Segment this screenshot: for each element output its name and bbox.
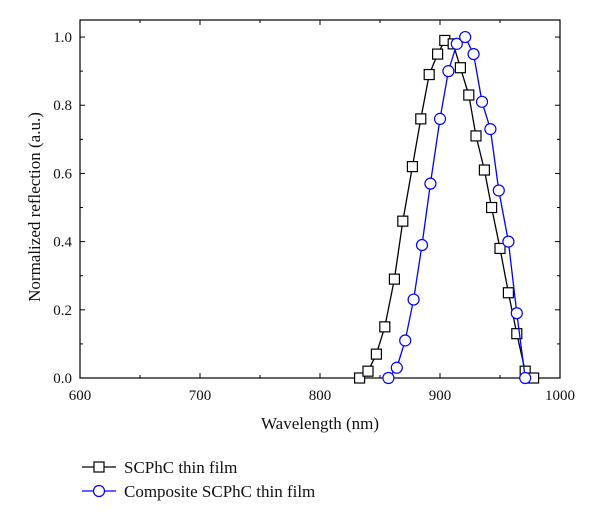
data-point xyxy=(354,372,366,384)
data-point xyxy=(423,68,435,81)
legend-label: SCPhC thin film xyxy=(124,458,237,477)
data-point xyxy=(486,201,498,214)
legend-item: Composite SCPhC thin film xyxy=(82,482,315,501)
series-1 xyxy=(354,34,540,384)
data-point xyxy=(379,321,391,333)
data-point xyxy=(519,371,532,385)
data-point xyxy=(399,334,412,347)
y-axis-title: Normalized reflection (a.u.) xyxy=(25,112,44,302)
data-point xyxy=(388,273,400,285)
y-tick-label: 1.0 xyxy=(53,30,72,46)
data-point xyxy=(511,328,523,340)
data-point xyxy=(442,65,455,78)
data-point xyxy=(362,365,374,377)
data-point xyxy=(492,184,505,197)
legend-label: Composite SCPhC thin film xyxy=(124,482,315,501)
series-2 xyxy=(382,30,532,385)
data-point xyxy=(510,307,523,320)
data-point xyxy=(454,62,466,74)
data-point xyxy=(406,161,418,173)
y-tick-label: 0.0 xyxy=(53,371,72,387)
legend-swatch-marker xyxy=(92,484,106,498)
x-tick-label: 1000 xyxy=(545,388,575,404)
data-point xyxy=(475,95,489,108)
series-line xyxy=(387,35,526,379)
data-point xyxy=(407,293,420,306)
data-point xyxy=(463,89,475,101)
y-tick-label: 0.4 xyxy=(53,235,72,251)
data-point xyxy=(470,130,482,142)
x-tick-label: 800 xyxy=(309,388,332,404)
y-tick-label: 0.2 xyxy=(53,303,72,319)
axes: 600 700 800 900 1000 0.0 0.2 0.4 0.6 0.8 1.0 xyxy=(53,19,575,404)
legend: SCPhC thin film Composite SCPhC thin film xyxy=(82,458,315,501)
legend-swatch-marker xyxy=(93,461,105,473)
legend-item: SCPhC thin film xyxy=(82,458,237,477)
data-point xyxy=(415,238,429,252)
x-tick-label: 600 xyxy=(69,388,92,404)
data-point xyxy=(494,242,506,255)
x-tick-label: 700 xyxy=(189,388,212,404)
data-point xyxy=(424,177,437,190)
data-point xyxy=(432,48,444,60)
data-point xyxy=(484,123,497,136)
data-point xyxy=(502,235,515,248)
series-layer xyxy=(354,30,540,385)
y-tick-label: 0.8 xyxy=(53,98,72,114)
data-point xyxy=(397,215,409,227)
x-axis-title: Wavelength (nm) xyxy=(261,414,379,433)
data-point xyxy=(415,113,427,125)
data-point xyxy=(502,287,514,299)
data-point xyxy=(459,30,472,44)
data-point xyxy=(382,371,395,385)
data-point xyxy=(433,112,447,125)
x-tick-label: 900 xyxy=(429,388,452,404)
plot-frame xyxy=(79,19,561,379)
data-point xyxy=(370,348,382,360)
data-point xyxy=(390,361,403,374)
data-point xyxy=(467,47,480,61)
data-point xyxy=(478,164,490,176)
y-tick-label: 0.6 xyxy=(53,166,72,182)
data-point xyxy=(450,37,463,50)
